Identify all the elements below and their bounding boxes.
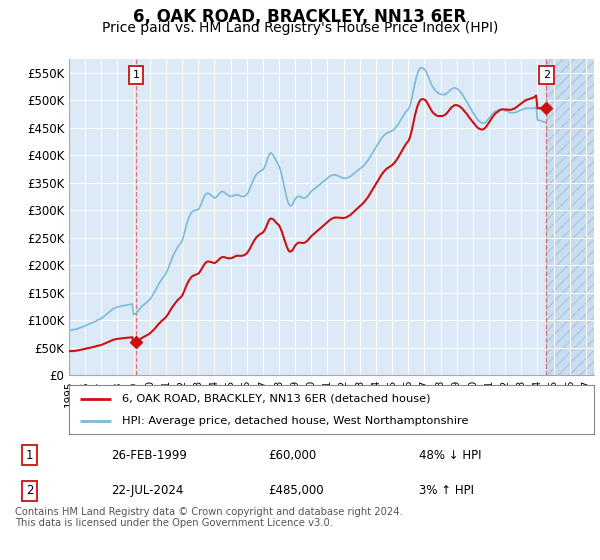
Text: Contains HM Land Registry data © Crown copyright and database right 2024.
This d: Contains HM Land Registry data © Crown c… <box>15 507 403 529</box>
Text: £485,000: £485,000 <box>268 484 324 497</box>
Bar <box>547 59 594 375</box>
Text: £60,000: £60,000 <box>268 449 316 462</box>
Text: 2: 2 <box>543 71 550 80</box>
Text: HPI: Average price, detached house, West Northamptonshire: HPI: Average price, detached house, West… <box>121 416 468 426</box>
Text: 3% ↑ HPI: 3% ↑ HPI <box>419 484 475 497</box>
Text: 1: 1 <box>133 71 140 80</box>
Bar <box>547 59 594 375</box>
Text: 26-FEB-1999: 26-FEB-1999 <box>111 449 187 462</box>
Text: 2: 2 <box>26 484 33 497</box>
Text: 22-JUL-2024: 22-JUL-2024 <box>111 484 184 497</box>
Text: 6, OAK ROAD, BRACKLEY, NN13 6ER (detached house): 6, OAK ROAD, BRACKLEY, NN13 6ER (detache… <box>121 394 430 404</box>
Text: 48% ↓ HPI: 48% ↓ HPI <box>419 449 482 462</box>
Text: Price paid vs. HM Land Registry's House Price Index (HPI): Price paid vs. HM Land Registry's House … <box>102 21 498 35</box>
Text: 6, OAK ROAD, BRACKLEY, NN13 6ER: 6, OAK ROAD, BRACKLEY, NN13 6ER <box>133 8 467 26</box>
Text: 1: 1 <box>26 449 33 462</box>
